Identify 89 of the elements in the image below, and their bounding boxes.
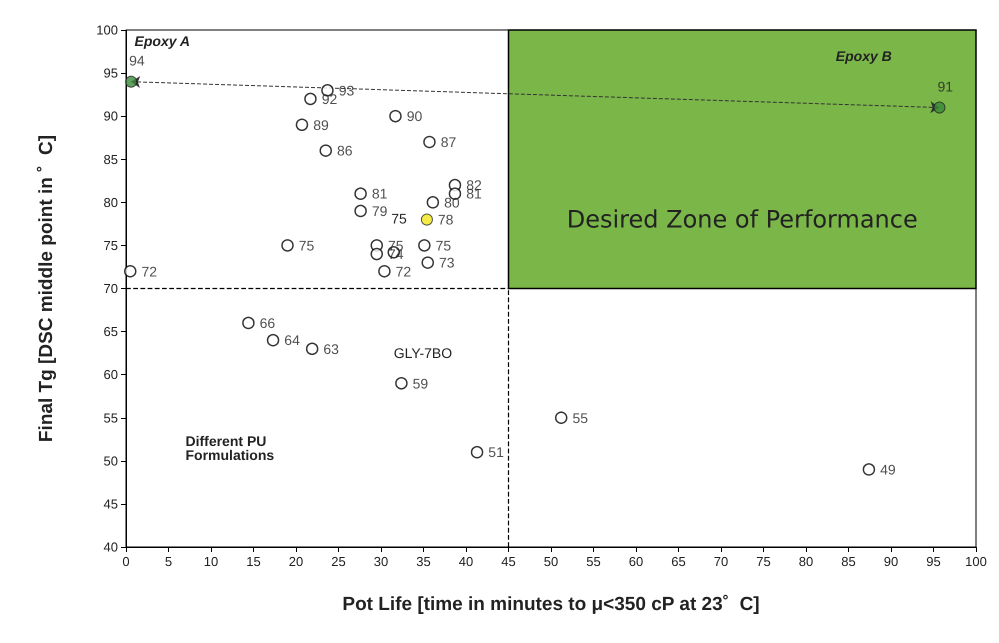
x-tick-label: 80 bbox=[798, 554, 814, 569]
point bbox=[306, 342, 318, 356]
data-label: 55 bbox=[572, 410, 588, 426]
y-tick-label: 60 bbox=[104, 367, 118, 382]
point bbox=[125, 76, 138, 88]
x-tick-label: 5 bbox=[164, 554, 172, 569]
x-tick-label: 50 bbox=[544, 554, 558, 569]
point bbox=[124, 265, 136, 278]
annotation: Different PU Formulations bbox=[186, 432, 274, 463]
annotation: GLY-7BO bbox=[394, 345, 452, 362]
point bbox=[395, 377, 408, 390]
x-tick-label: 30 bbox=[374, 554, 388, 569]
annotation: Epoxy B bbox=[836, 48, 892, 64]
x-tick-label: 55 bbox=[586, 554, 601, 569]
point bbox=[304, 92, 317, 106]
point bbox=[426, 196, 440, 209]
y-tick-label: 65 bbox=[104, 324, 118, 340]
y-tick-label: 45 bbox=[104, 496, 118, 512]
data-label: 49 bbox=[880, 461, 896, 478]
point bbox=[418, 239, 431, 252]
x-tick-label: 65 bbox=[671, 554, 686, 569]
data-label: 79 bbox=[372, 202, 388, 219]
x-tick-label: 70 bbox=[714, 554, 728, 569]
point bbox=[554, 412, 568, 424]
x-tick-label: 25 bbox=[331, 554, 346, 569]
point bbox=[420, 214, 433, 226]
x-tick-label: 40 bbox=[458, 554, 474, 569]
point bbox=[422, 256, 434, 269]
x-tick-label: 90 bbox=[884, 554, 898, 569]
point bbox=[933, 102, 946, 114]
y-tick-label: 90 bbox=[104, 108, 118, 124]
data-label: 59 bbox=[412, 375, 428, 392]
x-axis-title: Pot Life [time in minutes to μ<350 cP at 23˚ C] bbox=[342, 594, 760, 615]
y-tick-label: 80 bbox=[104, 194, 118, 210]
point bbox=[354, 187, 367, 200]
y-tick-label: 40 bbox=[104, 540, 118, 554]
data-label: 90 bbox=[406, 108, 422, 124]
data-label: 63 bbox=[323, 340, 340, 357]
point bbox=[423, 136, 436, 148]
data-label: 91 bbox=[937, 78, 954, 95]
point bbox=[296, 118, 308, 132]
data-label: 72 bbox=[142, 263, 158, 280]
x-tick-label: 100 bbox=[965, 554, 987, 569]
data-label: 81 bbox=[372, 186, 388, 202]
data-label: 66 bbox=[260, 314, 276, 331]
x-tick-label: 35 bbox=[416, 554, 431, 569]
y-axis-title: Final Tg [DSC middle point in ˚ C] bbox=[36, 134, 57, 442]
point bbox=[242, 316, 255, 330]
data-label: 80 bbox=[444, 194, 460, 210]
point bbox=[281, 239, 294, 252]
y-tick-label: 50 bbox=[104, 453, 118, 468]
x-tick-label: 15 bbox=[246, 554, 261, 569]
x-tick-label: 60 bbox=[628, 554, 644, 569]
point bbox=[354, 204, 367, 218]
data-label: 73 bbox=[439, 254, 455, 271]
point bbox=[389, 110, 402, 122]
data-label: 87 bbox=[440, 134, 456, 150]
data-label: 78 bbox=[438, 212, 454, 228]
data-label: 92 bbox=[322, 90, 338, 107]
data-label: 89 bbox=[313, 116, 329, 133]
y-tick-label: 75 bbox=[104, 238, 118, 253]
x-tick-label: 20 bbox=[288, 554, 304, 569]
point bbox=[470, 446, 484, 458]
data-label: 64 bbox=[284, 332, 300, 348]
data-label: 94 bbox=[129, 52, 145, 69]
y-tick-label: 95 bbox=[104, 66, 118, 81]
x-tick-label: 10 bbox=[204, 554, 218, 569]
data-label: 75 bbox=[298, 237, 315, 254]
band-label: Desired Zone of Performance bbox=[566, 205, 918, 234]
x-tick-label: 95 bbox=[926, 554, 941, 569]
x-tick-label: 75 bbox=[756, 554, 771, 569]
data-label: 86 bbox=[337, 142, 353, 159]
data-label: 51 bbox=[488, 444, 504, 460]
data-label: 72 bbox=[396, 263, 412, 280]
point bbox=[862, 463, 876, 476]
point bbox=[378, 265, 391, 278]
y-tick-label: 85 bbox=[104, 152, 118, 167]
x-tick-label: 0 bbox=[122, 554, 130, 569]
point bbox=[370, 248, 383, 260]
y-tick-label: 70 bbox=[104, 281, 118, 296]
point bbox=[266, 334, 280, 346]
y-tick-label: 55 bbox=[104, 410, 118, 426]
annotation: 75 bbox=[391, 210, 407, 227]
point bbox=[320, 144, 332, 157]
x-tick-label: 45 bbox=[501, 554, 516, 569]
y-tick-label: 100 bbox=[96, 22, 118, 38]
data-label: 75 bbox=[436, 237, 452, 254]
annotation: Epoxy A bbox=[134, 33, 190, 50]
x-tick-label: 85 bbox=[841, 554, 856, 569]
